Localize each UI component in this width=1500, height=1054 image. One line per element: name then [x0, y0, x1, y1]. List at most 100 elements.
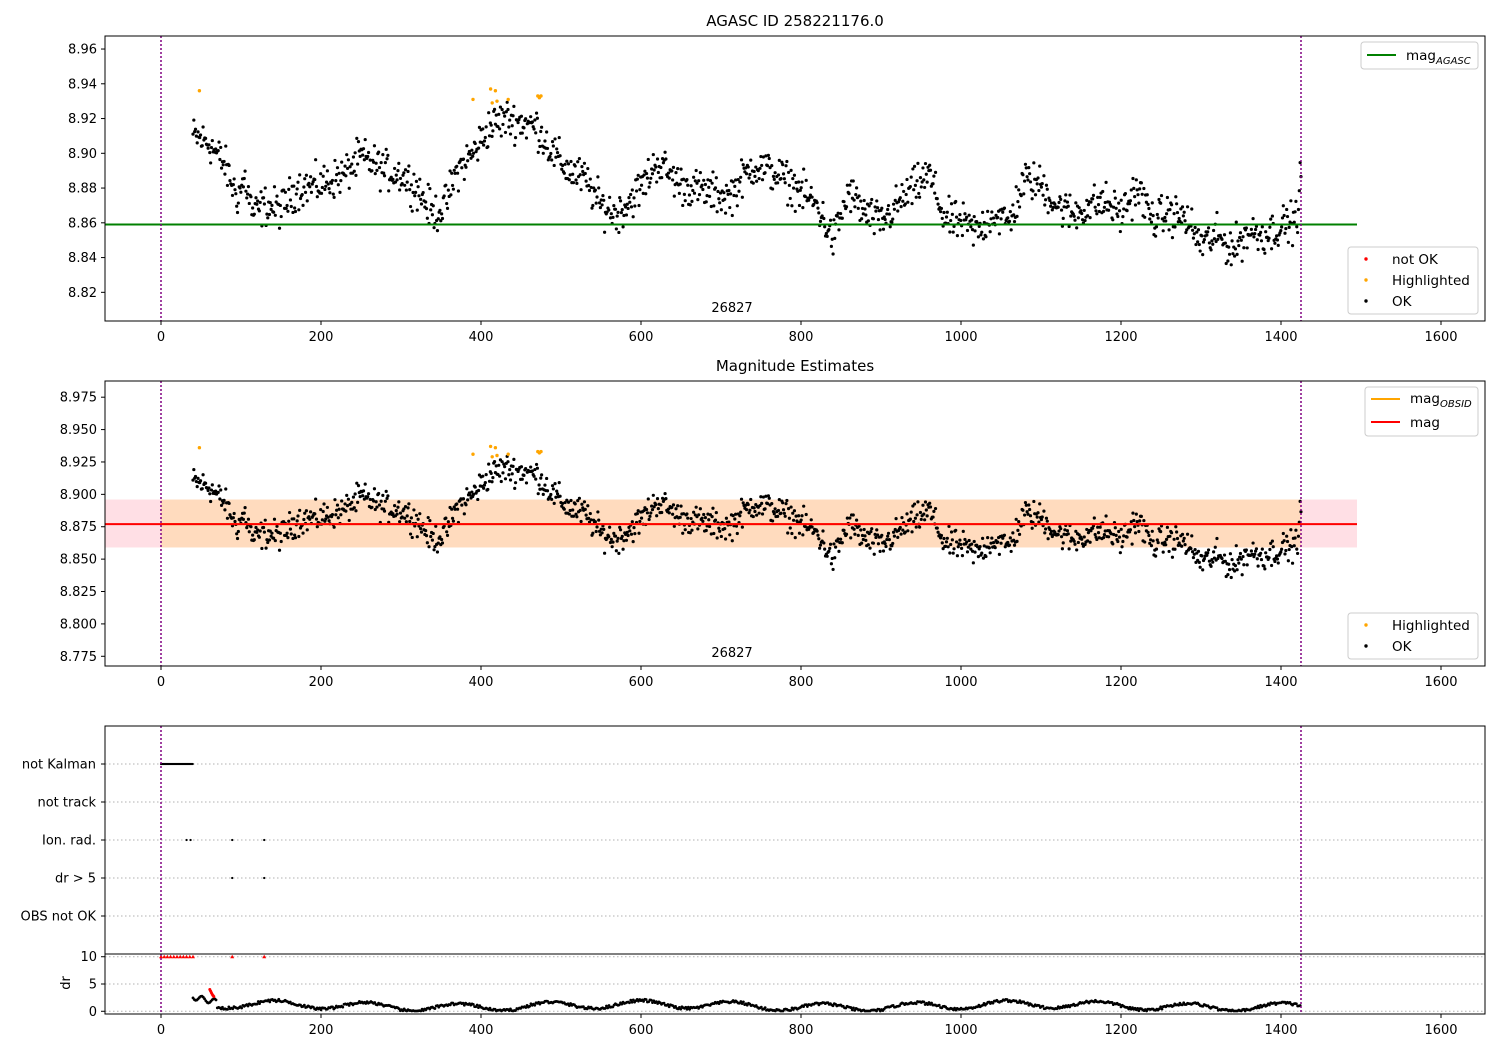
ok-point — [641, 191, 645, 195]
ok-point — [649, 176, 653, 180]
ok-point — [942, 210, 946, 215]
ok-point — [236, 201, 240, 205]
ok-point — [356, 162, 360, 166]
ok-point — [1021, 173, 1025, 177]
dr-point — [617, 1003, 621, 1007]
ok-point — [201, 125, 205, 129]
ok-point — [1097, 536, 1101, 540]
ok-point — [1202, 557, 1206, 561]
ok-point — [574, 178, 578, 182]
ok-point — [573, 164, 577, 168]
ok-point — [738, 180, 742, 184]
ok-point — [1149, 220, 1154, 224]
ok-point — [752, 506, 756, 510]
y-tick-label: 8.94 — [68, 77, 97, 92]
ok-point — [586, 166, 590, 171]
ok-point — [1139, 181, 1143, 185]
ok-point — [336, 183, 340, 187]
ok-point — [476, 497, 480, 502]
ok-point — [1061, 541, 1065, 545]
ok-point — [382, 171, 386, 175]
ok-point — [713, 186, 718, 190]
panel1-x-axis: 0 200 400 600 800 1000 1200 1400 1600 — [157, 321, 1458, 345]
ok-point — [448, 169, 452, 173]
ok-point — [1023, 179, 1027, 183]
ok-point — [262, 530, 266, 534]
ok-point — [1165, 525, 1169, 529]
ok-point — [391, 512, 395, 516]
y-tick-label: 8.825 — [60, 585, 97, 600]
ok-point — [1150, 201, 1154, 205]
ok-point — [702, 178, 706, 182]
agasc-magnitude-panel: AGASC ID 258221176.0 26827 0 200 400 600 800… — [68, 12, 1486, 345]
ok-point — [1059, 197, 1063, 201]
ok-point — [397, 161, 401, 165]
ok-point — [1212, 550, 1216, 554]
ok-point — [818, 219, 823, 223]
ok-point — [550, 140, 555, 144]
ok-point — [576, 160, 580, 164]
ok-point — [347, 518, 351, 523]
ok-point — [704, 528, 708, 533]
ok-point — [728, 533, 732, 537]
y-tick-label: 10 — [80, 950, 97, 965]
dr-point — [331, 1005, 334, 1009]
ok-point — [198, 479, 203, 483]
ok-point — [1229, 263, 1233, 267]
ok-point — [749, 497, 753, 502]
ok-point — [891, 217, 895, 221]
ok-point — [487, 111, 491, 115]
ok-point — [1113, 526, 1117, 530]
ok-point — [450, 183, 455, 188]
ok-point — [647, 517, 651, 522]
ok-point — [366, 495, 370, 499]
ok-point — [304, 509, 308, 513]
ok-point — [285, 531, 289, 535]
ok-point — [1137, 201, 1141, 205]
ok-point — [1116, 539, 1120, 544]
ok-point — [781, 172, 786, 176]
ok-point — [626, 533, 630, 538]
ok-point — [561, 501, 565, 506]
ok-point — [1119, 527, 1123, 531]
dr-point — [231, 1007, 235, 1011]
ok-point — [277, 548, 282, 552]
ok-point — [444, 516, 448, 520]
ok-point — [293, 533, 297, 537]
ok-point — [810, 195, 814, 199]
ok-point — [924, 508, 928, 512]
ok-point — [784, 502, 788, 506]
ok-point — [554, 495, 558, 499]
highlighted-point — [506, 452, 510, 456]
ok-point — [1290, 545, 1294, 549]
ok-point — [403, 183, 407, 187]
ok-point — [765, 501, 770, 506]
ok-point — [800, 180, 804, 184]
ok-point — [1017, 188, 1021, 192]
ok-point — [389, 175, 393, 179]
ok-point — [1252, 235, 1256, 239]
ok-point — [635, 177, 639, 181]
ok-point — [687, 193, 692, 197]
ok-point — [970, 228, 975, 232]
ok-point — [771, 519, 775, 523]
ok-point — [468, 493, 472, 497]
ok-point — [293, 536, 298, 540]
ok-point — [535, 466, 540, 470]
ok-point — [308, 517, 312, 521]
ok-point — [498, 127, 502, 131]
ok-point — [716, 189, 720, 194]
ok-point — [807, 196, 812, 200]
ok-point — [692, 191, 697, 195]
ok-point — [870, 197, 874, 202]
ok-point — [614, 227, 618, 231]
ok-point — [232, 177, 236, 181]
ok-point — [1294, 199, 1298, 203]
ok-point — [804, 512, 808, 517]
ok-point — [294, 192, 298, 196]
ok-point — [196, 476, 200, 480]
ok-point — [489, 123, 493, 127]
ok-point — [255, 202, 259, 206]
ok-point — [1131, 511, 1135, 515]
ok-point — [372, 487, 377, 491]
